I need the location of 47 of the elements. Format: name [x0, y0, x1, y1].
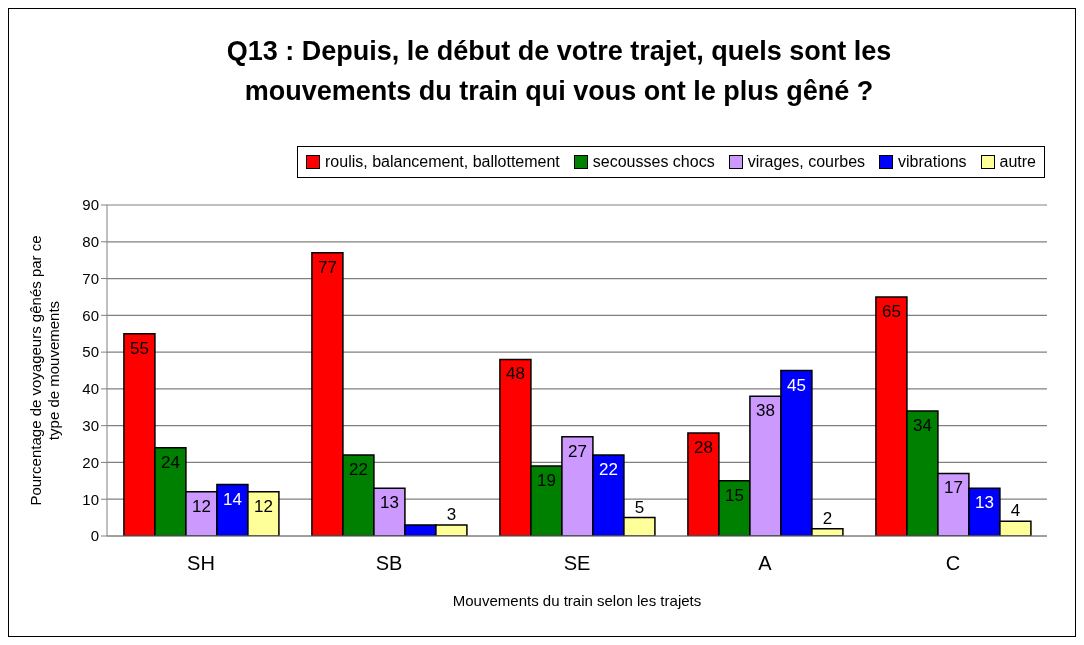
- y-tick-label: 30: [82, 416, 99, 434]
- legend-label: vibrations: [897, 153, 967, 171]
- y-tick-label: 70: [82, 269, 99, 287]
- data-label: 12: [253, 496, 273, 516]
- legend-label: roulis, balancement, ballottement: [324, 153, 560, 171]
- x-axis-title: Mouvements du train selon les trajets: [452, 592, 702, 609]
- legend-label: secousses chocs: [591, 153, 715, 171]
- y-tick-label: 60: [82, 306, 99, 324]
- y-tick-label: 40: [82, 380, 99, 398]
- y-tick-label: 90: [82, 196, 99, 214]
- x-tick-label: SE: [563, 552, 591, 575]
- data-label: 38: [755, 401, 775, 421]
- x-tick-label: SB: [375, 552, 403, 575]
- y-tick-label: 20: [82, 453, 99, 471]
- y-tick-label: 0: [90, 527, 99, 545]
- x-tick-label: SH: [187, 552, 215, 575]
- data-label: 19: [536, 471, 556, 491]
- y-axis-title: Pourcentage de voyageurs gênés par ce type de mouvements: [27, 235, 62, 506]
- legend-label: virages, courbes: [746, 153, 866, 171]
- x-tick-label: A: [758, 552, 773, 575]
- data-label: 14: [222, 489, 242, 509]
- y-tick-label: 80: [82, 233, 99, 251]
- data-label: 34: [912, 415, 932, 435]
- data-label: 3: [446, 504, 457, 524]
- data-label: 22: [598, 460, 618, 480]
- data-label: 24: [160, 452, 180, 472]
- data-label: 13: [379, 493, 399, 513]
- y-tick-label: 10: [82, 490, 99, 508]
- data-label: 77: [317, 257, 337, 277]
- x-tick-label: C: [945, 552, 961, 575]
- data-label: 48: [505, 364, 525, 384]
- chart-title: Q13 : Depuis, le début de votre trajet, quels sont les mouvements du train qui vous ont le plus gêné ?: [225, 35, 893, 108]
- data-label: 15: [724, 485, 744, 505]
- data-label: 5: [634, 497, 645, 517]
- data-label: 28: [693, 438, 713, 458]
- data-label: 65: [881, 301, 901, 321]
- data-label: 4: [1010, 501, 1021, 521]
- legend-label: autre: [998, 153, 1036, 171]
- y-tick-label: 50: [82, 343, 99, 361]
- data-label: 2: [822, 508, 833, 528]
- data-label: 12: [191, 496, 211, 516]
- data-label: 27: [567, 441, 587, 461]
- data-label: 55: [129, 338, 149, 358]
- data-label: 45: [786, 375, 806, 395]
- data-label: 13: [974, 493, 994, 513]
- data-label: 22: [348, 460, 368, 480]
- data-label: 17: [943, 478, 963, 498]
